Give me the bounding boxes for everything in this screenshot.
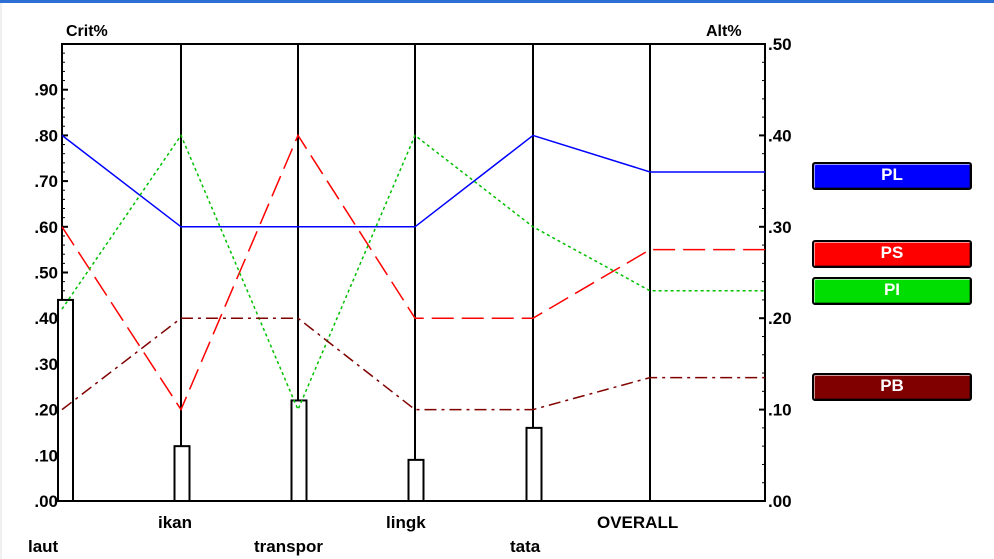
legend-item-pb[interactable]: PB bbox=[812, 373, 972, 401]
left-tick-label: .70 bbox=[34, 172, 58, 191]
left-tick-label: .50 bbox=[34, 264, 58, 283]
left-tick-label: .00 bbox=[34, 492, 58, 511]
series-line-pl bbox=[61, 134, 765, 228]
left-tick-label: .20 bbox=[34, 401, 58, 420]
category-label: laut bbox=[28, 537, 59, 556]
right-tick-label: .30 bbox=[768, 218, 792, 237]
window-top-border bbox=[0, 0, 994, 3]
criteria-weight-bar bbox=[290, 399, 308, 502]
criteria-weight-bar bbox=[407, 458, 425, 502]
left-tick-label: .10 bbox=[34, 446, 58, 465]
right-tick-label: .10 bbox=[768, 401, 792, 420]
left-tick-label: .30 bbox=[34, 355, 58, 374]
criteria-weight-bars bbox=[57, 298, 543, 503]
category-label: lingk bbox=[386, 513, 426, 532]
criteria-weight-bar bbox=[57, 298, 74, 503]
legend-item-pl[interactable]: PL bbox=[812, 162, 972, 190]
right-tick-label: .40 bbox=[768, 126, 792, 145]
plot-frame bbox=[61, 43, 766, 502]
category-label: transpor bbox=[254, 537, 323, 556]
alternative-lines bbox=[61, 133, 765, 412]
right-axis-title: Alt% bbox=[706, 23, 742, 40]
chart-frame-and-axes bbox=[61, 43, 766, 502]
left-tick-label: .40 bbox=[34, 309, 58, 328]
category-label: tata bbox=[510, 537, 541, 556]
series-line-pb bbox=[61, 317, 765, 411]
criteria-weight-bar bbox=[173, 445, 191, 503]
category-label: ikan bbox=[158, 513, 192, 532]
right-tick-label: .20 bbox=[768, 309, 792, 328]
left-tick-label: .90 bbox=[34, 81, 58, 100]
chart-labels: Crit% Alt% .00 .10 .20 .30 .40 .50 .60 .70 .80 .9… bbox=[28, 23, 792, 556]
legend-item-pi[interactable]: PI bbox=[812, 277, 972, 305]
right-tick-label: .00 bbox=[768, 492, 792, 511]
category-label: OVERALL bbox=[597, 513, 678, 532]
legend-item-ps[interactable]: PS bbox=[812, 240, 972, 268]
series-line-pi bbox=[61, 133, 765, 412]
left-tick-label: .80 bbox=[34, 126, 58, 145]
left-axis-title: Crit% bbox=[66, 23, 108, 40]
window-left-edge bbox=[0, 3, 2, 559]
criteria-weight-bar bbox=[525, 426, 543, 503]
series-line-ps bbox=[61, 133, 765, 412]
right-tick-label: .50 bbox=[768, 35, 792, 54]
left-tick-label: .60 bbox=[34, 218, 58, 237]
